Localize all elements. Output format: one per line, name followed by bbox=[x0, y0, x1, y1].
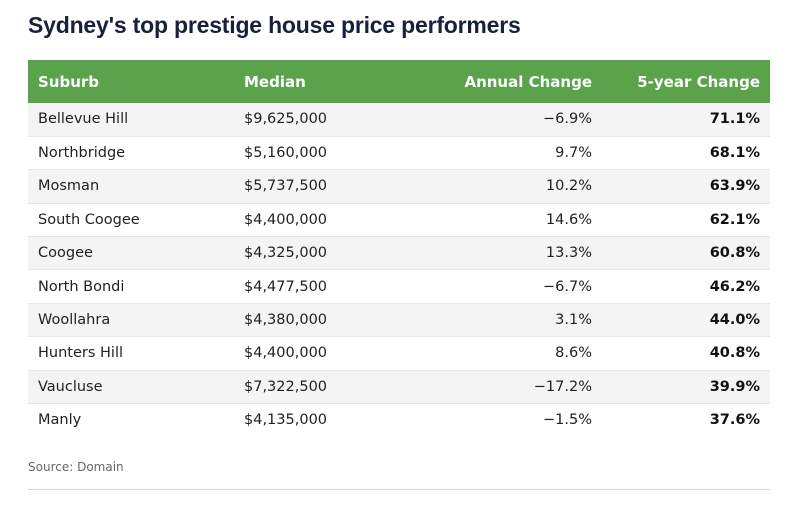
five-year-change-cell: 62.1% bbox=[602, 202, 770, 237]
header-row: Suburb Median Annual Change 5-year Chang… bbox=[28, 60, 770, 103]
column-header-annual-change: Annual Change bbox=[464, 72, 592, 91]
chart-title: Sydney's top prestige house price perfor… bbox=[28, 12, 521, 38]
annual-change-cell: 13.3% bbox=[418, 236, 602, 270]
median-cell: $5,737,500 bbox=[234, 169, 418, 204]
five-year-change-cell: 68.1% bbox=[602, 135, 770, 170]
median-cell: $4,477,500 bbox=[234, 269, 418, 304]
suburb-cell: Northbridge bbox=[28, 135, 234, 170]
footer-divider bbox=[28, 489, 770, 490]
table-row: Mosman $5,737,500 10.2% 63.9% bbox=[28, 169, 770, 204]
median-cell: $4,325,000 bbox=[234, 236, 418, 270]
annual-change-cell: 10.2% bbox=[418, 169, 602, 204]
column-header-median: Median bbox=[244, 72, 306, 91]
five-year-change-cell: 63.9% bbox=[602, 169, 770, 204]
table-body: Bellevue Hill $9,625,000 −6.9% 71.1% Northbr… bbox=[28, 103, 770, 437]
suburb-cell: Vaucluse bbox=[28, 369, 234, 404]
table-row: North Bondi $4,477,500 −6.7% 46.2% bbox=[28, 269, 770, 304]
suburb-cell: Bellevue Hill bbox=[38, 111, 129, 128]
suburb-cell: Hunters Hill bbox=[28, 336, 234, 371]
median-cell: $4,135,000 bbox=[234, 403, 418, 437]
annual-change-cell: 14.6% bbox=[418, 202, 602, 237]
annual-change-cell: −6.7% bbox=[418, 269, 602, 304]
median-cell: $9,625,000 bbox=[244, 111, 328, 128]
median-cell: $4,400,000 bbox=[234, 202, 418, 237]
table-row: Manly $4,135,000 −1.5% 37.6% bbox=[28, 403, 770, 437]
five-year-change-cell: 44.0% bbox=[602, 302, 770, 337]
column-header-suburb: Suburb bbox=[38, 72, 100, 91]
five-year-change-cell: 60.8% bbox=[602, 236, 770, 270]
table-row: Hunters Hill $4,400,000 8.6% 40.8% bbox=[28, 336, 770, 371]
table-row: South Coogee $4,400,000 14.6% 62.1% bbox=[28, 202, 770, 237]
suburb-cell: Mosman bbox=[28, 169, 234, 204]
suburb-cell: South Coogee bbox=[28, 202, 234, 237]
suburb-cell: Woollahra bbox=[28, 302, 234, 337]
table-row: Bellevue Hill $9,625,000 −6.9% 71.1% bbox=[28, 103, 770, 137]
annual-change-cell: −6.9% bbox=[543, 111, 592, 128]
source-note: Source: Domain bbox=[28, 460, 124, 474]
suburb-cell: Manly bbox=[28, 403, 234, 437]
five-year-change-cell: 46.2% bbox=[602, 269, 770, 304]
data-table: Suburb Median Annual Change 5-year Chang… bbox=[28, 60, 770, 437]
five-year-change-cell: 39.9% bbox=[602, 369, 770, 404]
column-header-5-year-change: 5-year Change bbox=[637, 72, 760, 91]
table-row: Coogee $4,325,000 13.3% 60.8% bbox=[28, 236, 770, 270]
suburb-cell: Coogee bbox=[28, 236, 234, 270]
suburb-cell: North Bondi bbox=[28, 269, 234, 304]
five-year-change-cell: 40.8% bbox=[602, 336, 770, 371]
median-cell: $7,322,500 bbox=[234, 369, 418, 404]
annual-change-cell: 8.6% bbox=[418, 336, 602, 371]
table-row: Vaucluse $7,322,500 −17.2% 39.9% bbox=[28, 369, 770, 404]
annual-change-cell: 3.1% bbox=[418, 302, 602, 337]
table-row: Northbridge $5,160,000 9.7% 68.1% bbox=[28, 135, 770, 170]
median-cell: $5,160,000 bbox=[234, 135, 418, 170]
median-cell: $4,400,000 bbox=[234, 336, 418, 371]
five-year-change-cell: 37.6% bbox=[602, 403, 770, 437]
table-header: Suburb Median Annual Change 5-year Chang… bbox=[28, 60, 770, 103]
five-year-change-cell: 71.1% bbox=[709, 111, 760, 128]
annual-change-cell: 9.7% bbox=[418, 135, 602, 170]
median-cell: $4,380,000 bbox=[234, 302, 418, 337]
table-row: Woollahra $4,380,000 3.1% 44.0% bbox=[28, 302, 770, 337]
annual-change-cell: −17.2% bbox=[418, 369, 602, 404]
annual-change-cell: −1.5% bbox=[418, 403, 602, 437]
